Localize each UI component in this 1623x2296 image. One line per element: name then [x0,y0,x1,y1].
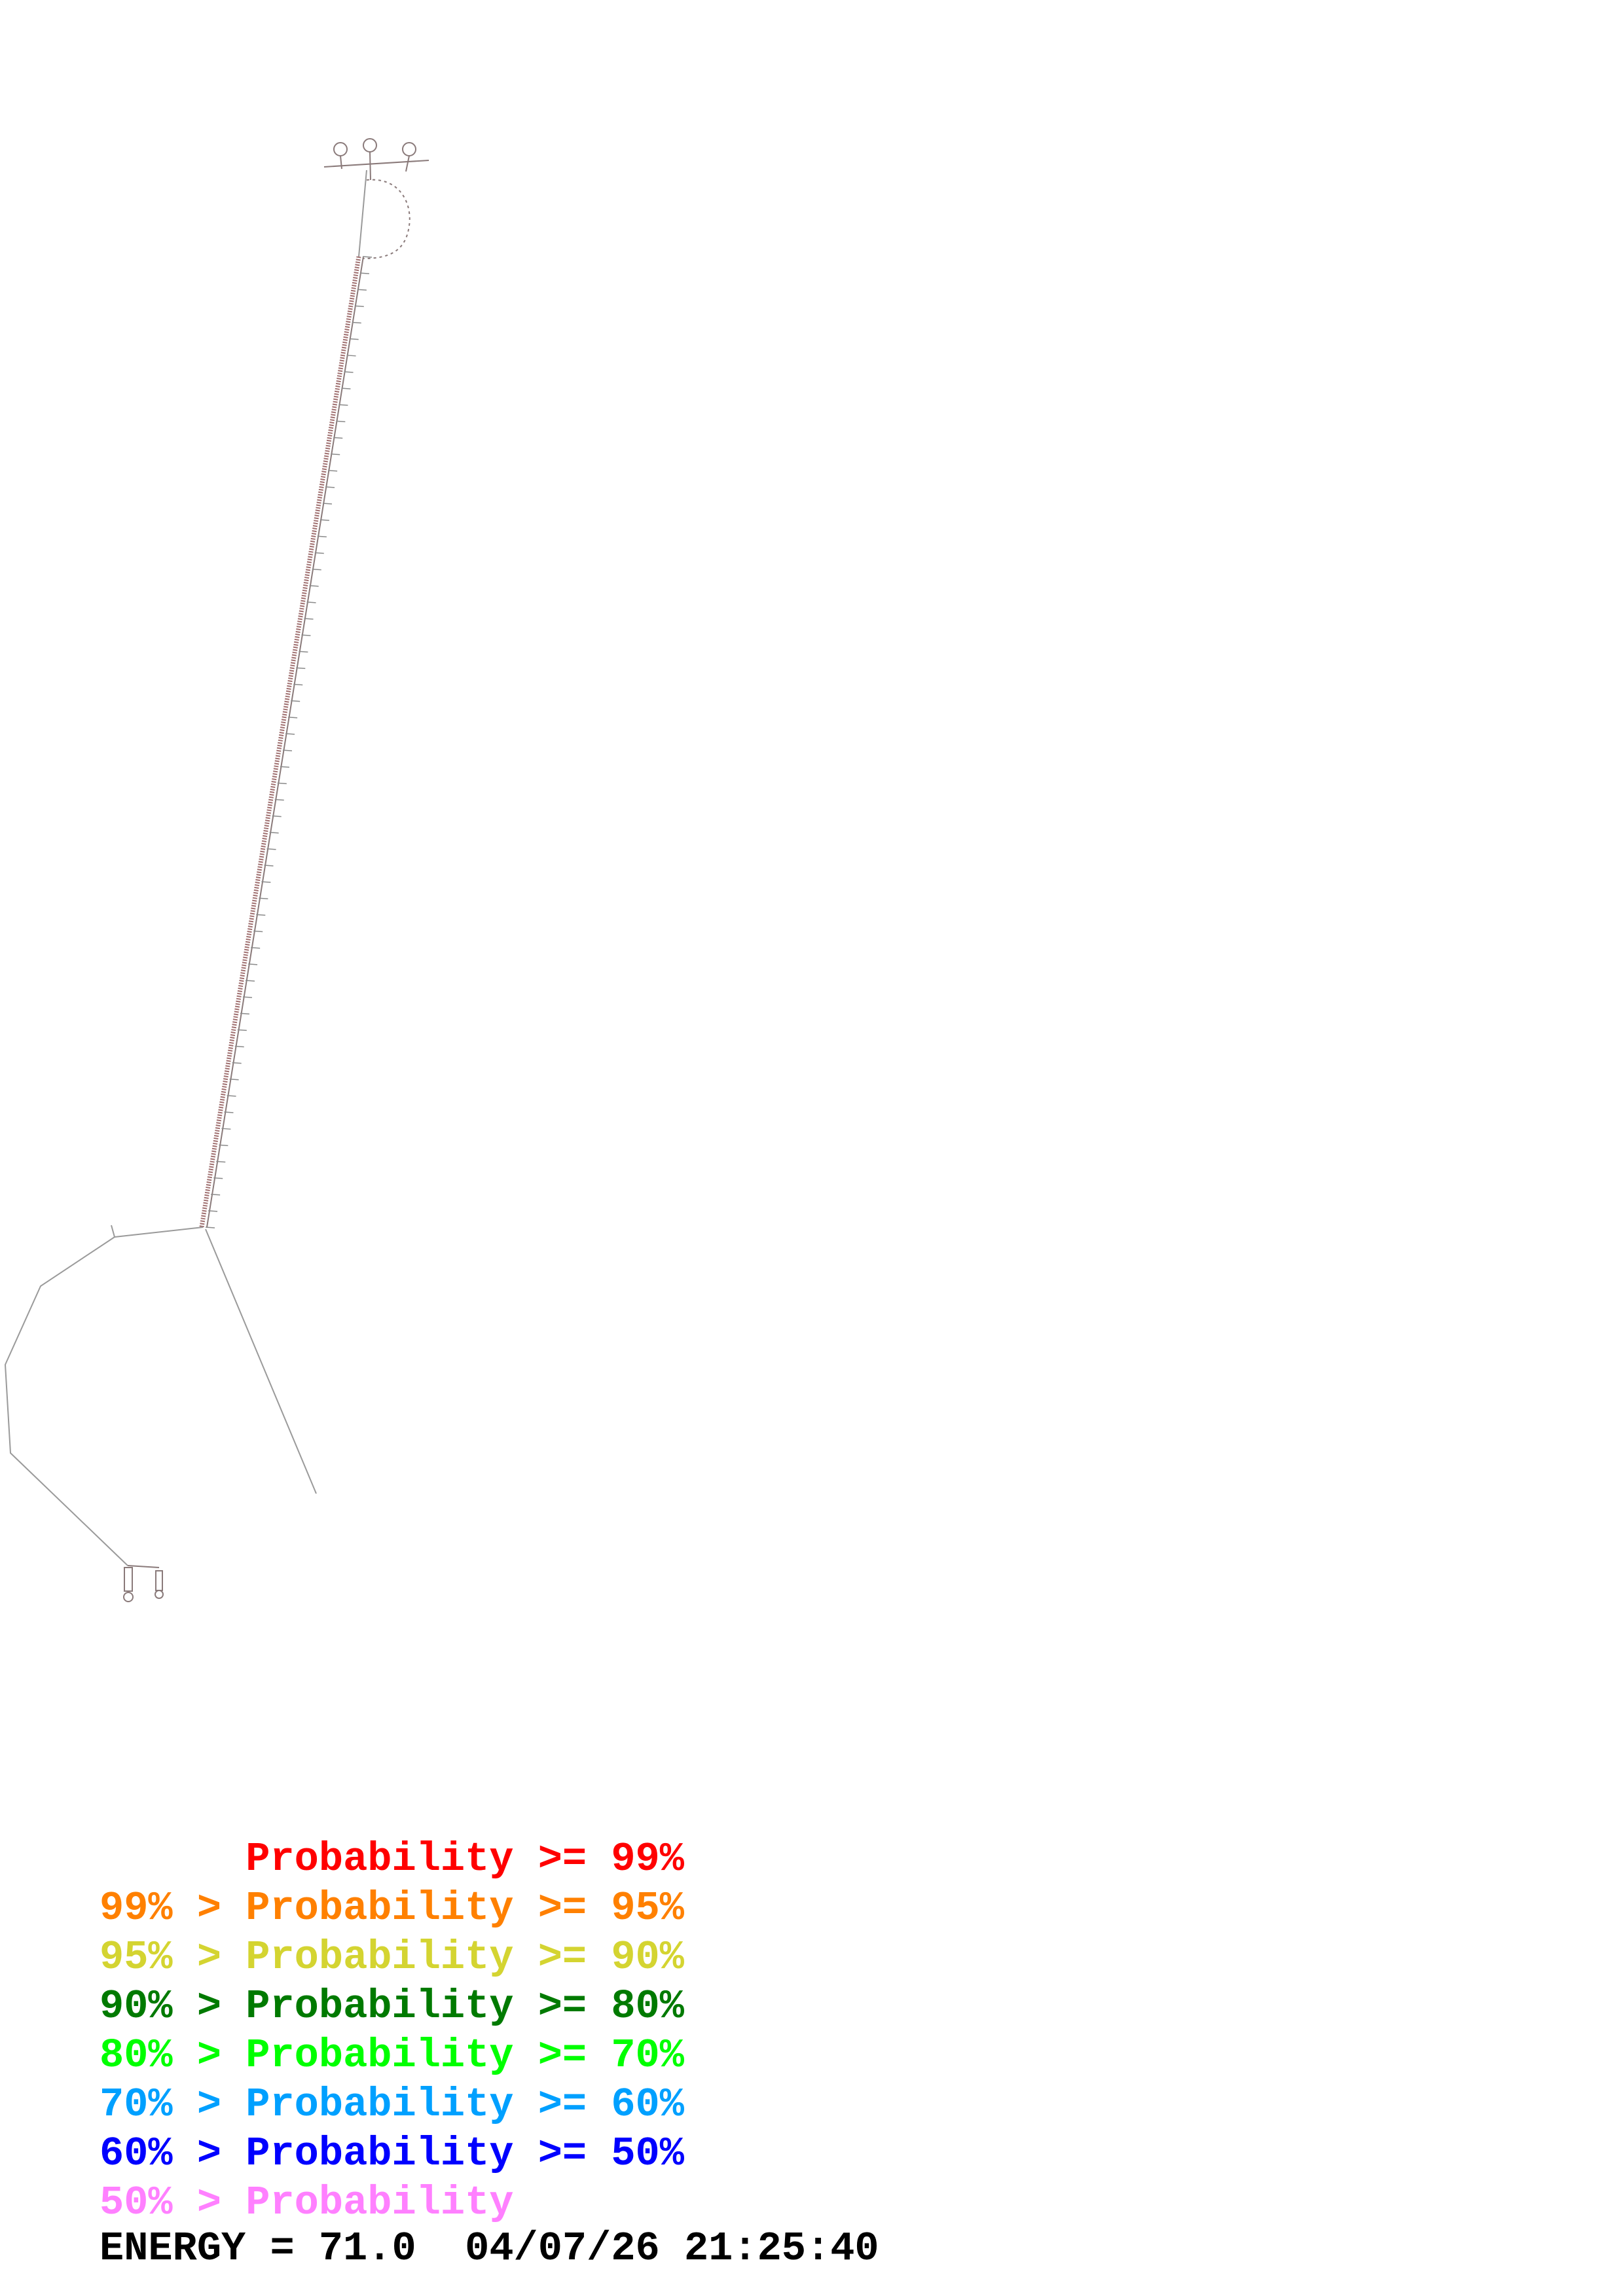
legend-entry: 90% > Probability >= 80% [100,1986,684,2027]
energy-footer: ENERGY = 71.0 04/07/26 21:25:40 [100,2225,879,2272]
helix-tick [205,1227,215,1229]
legend-entry-prefix: 99% > [100,1885,246,1931]
helix-tick [229,1079,239,1081]
helix-tick-marks [205,256,373,1229]
legend-entry-prefix: 90% > [100,1983,246,2030]
helix-tick [338,404,348,406]
helix-tick [301,634,311,636]
legend-entry-prefix: 60% > [100,2130,246,2177]
helix-tick [259,897,268,900]
helix-tick [306,601,316,603]
helix-tick [288,717,298,719]
helix-tick [322,503,333,505]
helix-tick [253,930,263,933]
legend-entry-prefix: 95% > [100,1934,246,1981]
helix-tick [317,535,327,538]
helix-tick [341,387,351,389]
helix-tick [359,272,369,274]
legend-entry: 60% > Probability >= 50% [100,2134,684,2174]
hairpin-loop-left [333,142,348,156]
legend-entry-prefix: 80% > [100,2032,246,2079]
helix-tick [256,914,266,916]
helix-tick [280,766,289,768]
legend-entry: 80% > Probability >= 70% [100,2036,684,2076]
helix-tick [299,651,308,653]
long-helix-stem [199,256,364,1228]
helix-tick [291,700,301,702]
helix-tick [282,749,293,751]
hairpin-loop-bottom-left [123,1592,134,1602]
multiloop-arc [363,179,410,259]
helix-tick [221,1128,231,1130]
helix-tick [264,865,274,867]
legend-entry-label: Probability >= 50% [246,2130,684,2177]
helix-tick [213,1177,223,1179]
bottom-hairpins [123,1565,164,1602]
hairpin-loop-bottom-right [155,1590,164,1599]
helix-tick [232,1062,242,1064]
legend-entry-label: Probability >= 70% [246,2032,684,2079]
legend-entry: 95% > Probability >= 90% [100,1937,684,1978]
legend-entry: 70% > Probability >= 60% [100,2085,684,2125]
legend-entry-label: Probability >= 60% [246,2081,684,2128]
helix-tick [211,1193,221,1196]
helix-tick [266,848,276,850]
helix-tick [333,437,343,439]
hairpin-loop-middle [363,138,377,152]
legend-entry: 99% > Probability >= 95% [100,1888,684,1929]
legend-entry-label: Probability [246,2179,514,2226]
helix-tick [272,815,282,817]
helix-tick [314,552,324,554]
energy-value: ENERGY = 71.0 [100,2225,416,2272]
legend-entry-label: Probability >= 80% [246,1983,684,2030]
helix-tick [312,568,321,571]
helix-tick [248,963,258,965]
helix-tick [216,1160,226,1163]
helix-tick [325,486,335,488]
helix-tick [349,338,359,340]
helix-tick [274,798,284,801]
legend-entry-prefix: 70% > [100,2081,246,2128]
helix-tick [224,1111,234,1113]
helix-tick [240,1013,249,1014]
legend-entry: 50% > Probability [100,2183,514,2223]
legend-entry: Probability >= 99% [100,1839,684,1880]
legend-entry-label: Probability >= 95% [246,1885,684,1931]
legend-entry-label: Probability >= 99% [246,1836,684,1882]
backbone-loop [4,170,367,1566]
helix-tick [336,420,346,423]
hairpin-loop-right [402,142,416,156]
helix-tick [331,453,340,456]
legend-entry-prefix [100,1836,246,1882]
helix-tick [357,289,367,291]
helix-tick [346,355,356,357]
top-hairpin-cluster [323,138,429,259]
legend-entry-prefix: 50% > [100,2179,246,2226]
legend-entry-label: Probability >= 90% [246,1934,684,1981]
top-branch [323,160,429,168]
helix-tick [245,980,255,982]
timestamp: 04/07/26 21:25:40 [465,2225,879,2272]
